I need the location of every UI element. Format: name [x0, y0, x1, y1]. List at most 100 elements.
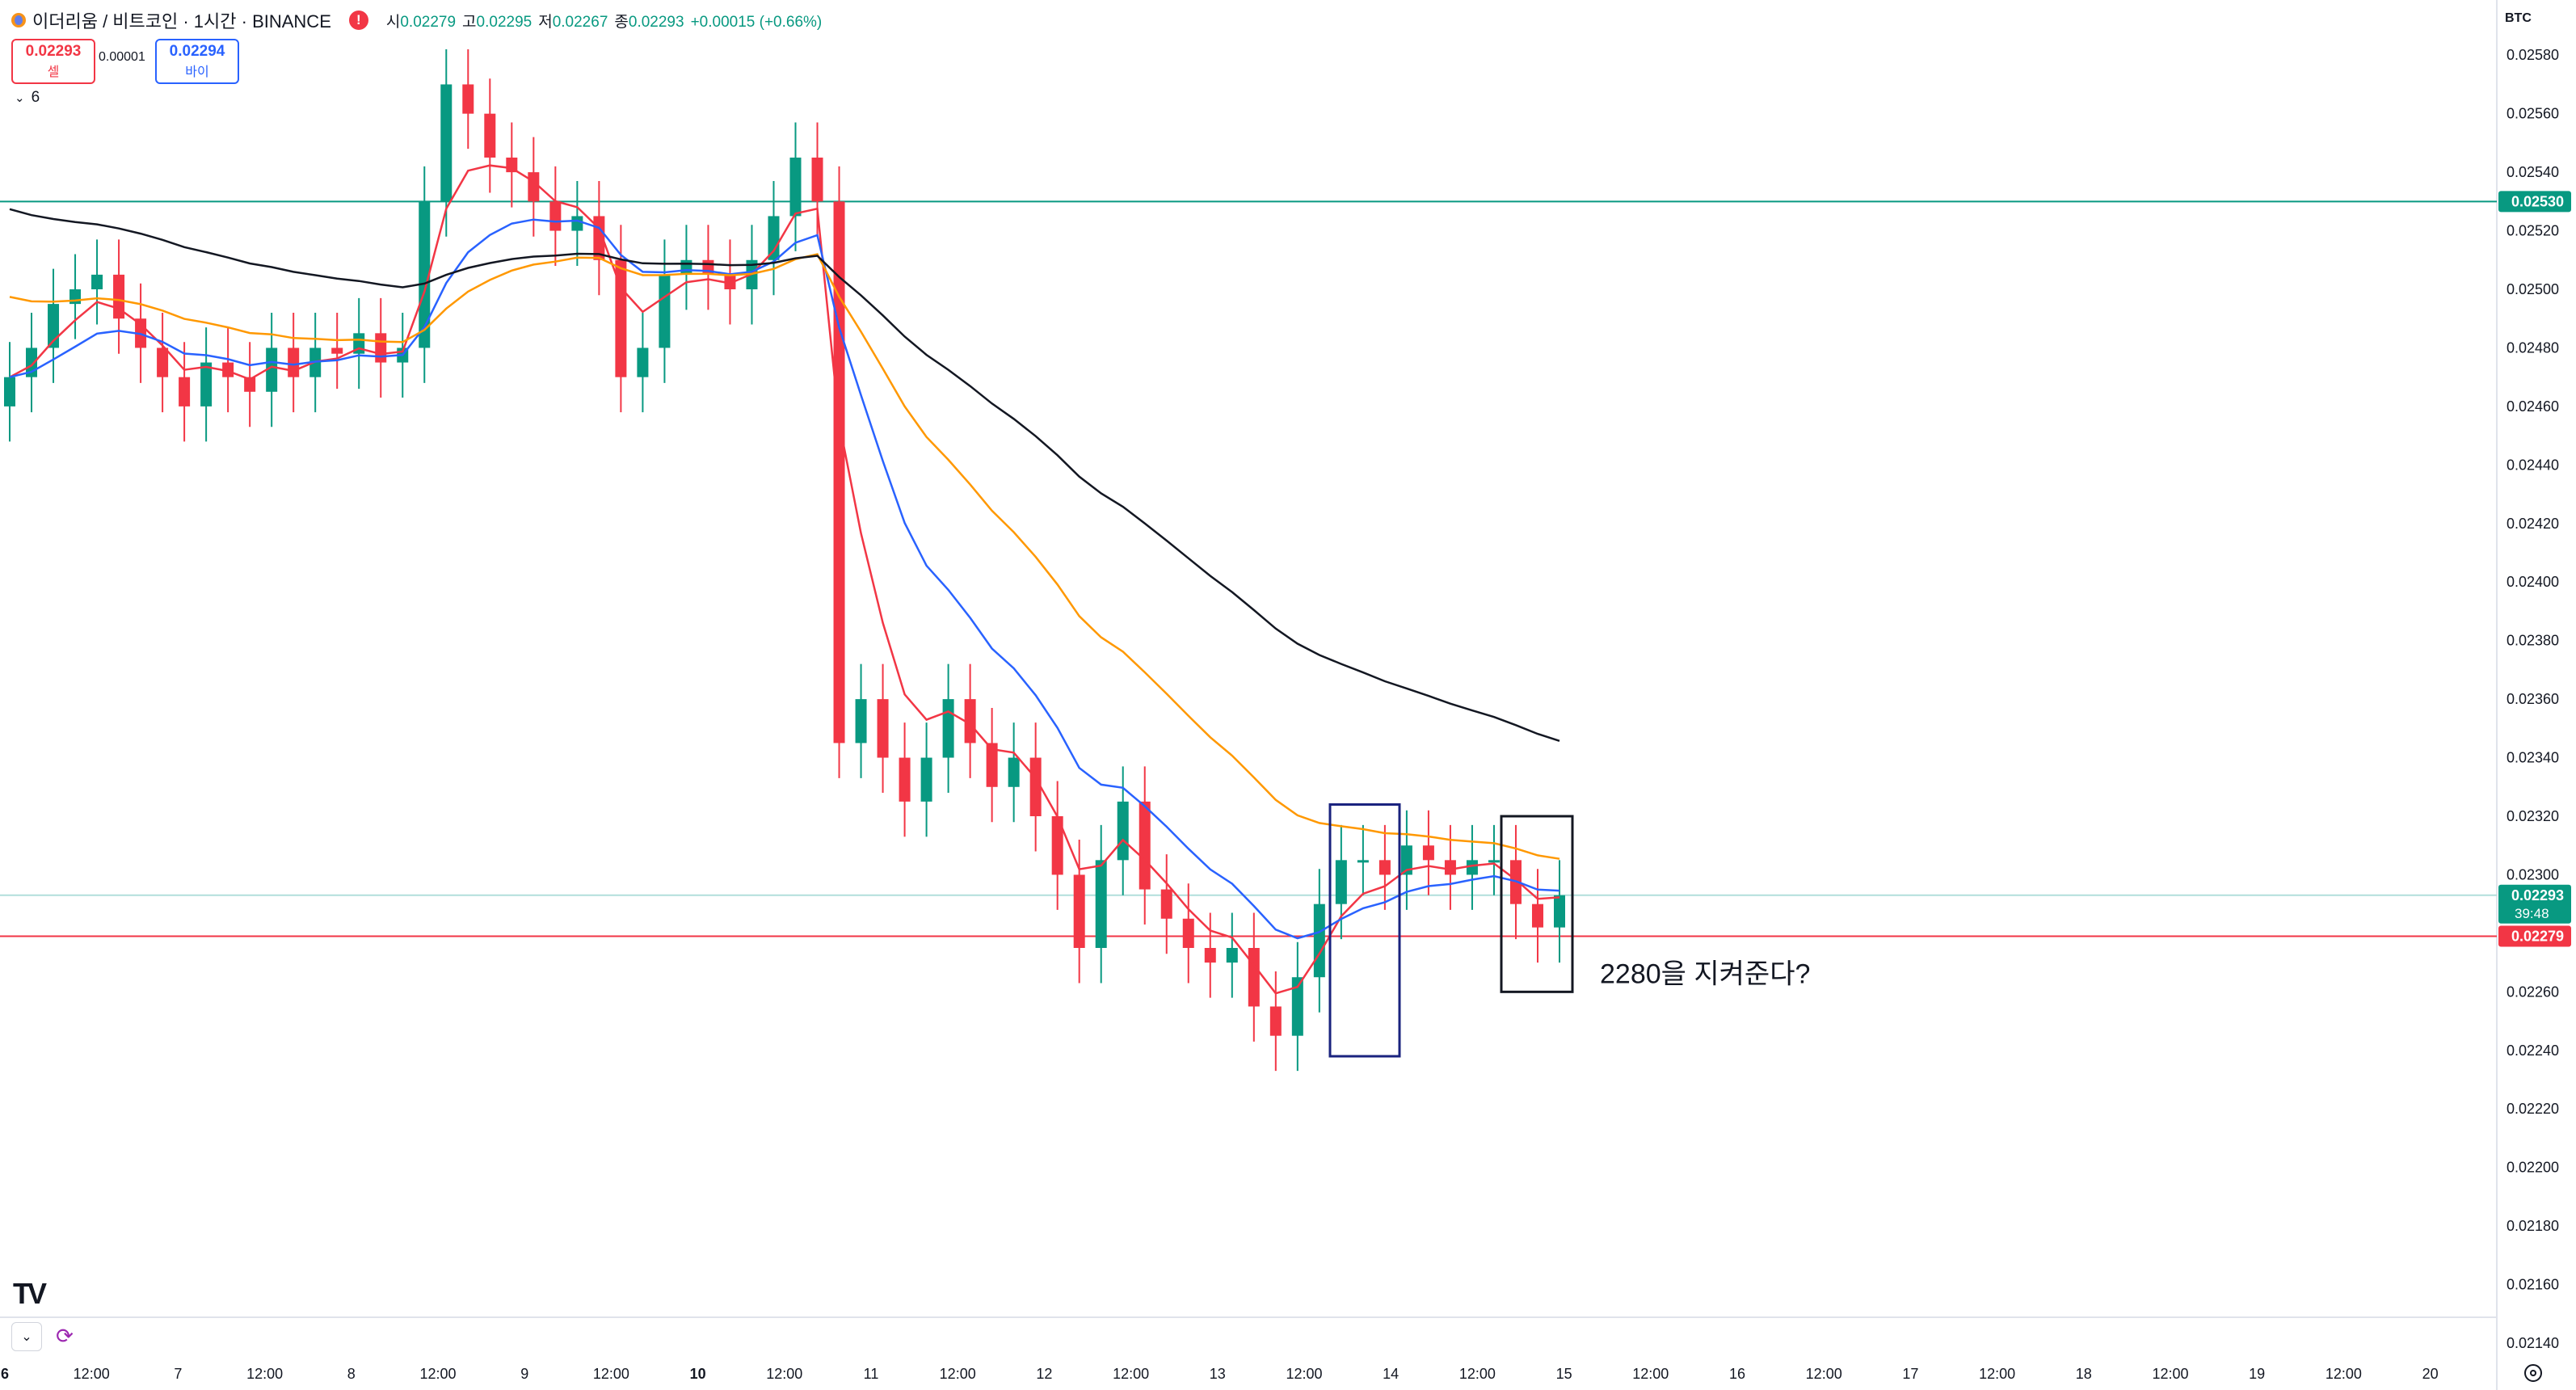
- y-tick-label: 0.02240: [2507, 1042, 2559, 1059]
- candle-body: [615, 259, 627, 377]
- candle-body: [1073, 874, 1085, 948]
- candle-body: [1466, 860, 1478, 875]
- candle-body: [331, 348, 343, 354]
- chevron-down-icon[interactable]: ⌄: [11, 1322, 42, 1351]
- candle-body: [419, 201, 431, 348]
- candle-body: [1051, 816, 1063, 875]
- ohlc-value: 0.02293: [628, 13, 684, 31]
- ohlc-key: 종: [614, 13, 629, 31]
- spread-value: 0.00001: [99, 50, 145, 64]
- x-tick-label: 18: [2076, 1366, 2092, 1382]
- x-tick-label: 12:00: [246, 1366, 283, 1382]
- price-label-value: 0.02293: [2511, 887, 2564, 904]
- candle-body: [855, 699, 867, 743]
- alert-icon[interactable]: !: [348, 11, 368, 30]
- ohlc-value: 0.02267: [552, 13, 608, 31]
- candle-body: [789, 158, 802, 217]
- y-tick-label: 0.02180: [2507, 1218, 2559, 1234]
- x-tick-label: 9: [520, 1366, 528, 1382]
- sync-icon[interactable]: ⟳: [50, 1322, 79, 1350]
- x-tick-label: 12:00: [74, 1366, 110, 1382]
- indicators-count: 6: [31, 89, 40, 106]
- x-tick-label: 20: [2422, 1366, 2439, 1382]
- buy-label: 바이: [185, 65, 209, 79]
- currency-label: BTC: [2505, 11, 2532, 25]
- y-tick-label: 0.02160: [2507, 1277, 2559, 1293]
- candle-body: [179, 377, 191, 406]
- ohlc-values: 시0.02279 고0.02295 저0.02267 종0.02293 +0.00015…: [386, 10, 828, 32]
- x-tick-label: 6: [1, 1366, 9, 1382]
- candle-body: [1531, 904, 1543, 928]
- y-tick-label: 0.02580: [2507, 47, 2559, 63]
- ohlc-value: +0.00015 (+0.66%): [690, 13, 823, 31]
- y-tick-label: 0.02440: [2507, 457, 2559, 473]
- x-tick-label: 12:00: [2326, 1366, 2362, 1382]
- candle-body: [288, 348, 300, 377]
- price-label-value: 0.02530: [2511, 193, 2564, 209]
- ema-orange-line: [9, 253, 1560, 860]
- tradingview-logo: TV: [13, 1277, 47, 1310]
- ohlc-key: 저: [538, 13, 553, 31]
- candle-body: [1226, 948, 1238, 963]
- x-tick-label: 12:00: [940, 1366, 976, 1382]
- candle-body: [1422, 845, 1434, 861]
- x-tick-label: 12:00: [766, 1366, 802, 1382]
- highlight-box-blue: [1328, 803, 1401, 1058]
- candle-body: [811, 158, 823, 202]
- ema-blue-line: [9, 218, 1560, 940]
- candle-body: [1008, 757, 1020, 787]
- chart-header: 이더리움 / 비트코인 · 1시간 · BINANCE ! 시0.02279 고0…: [11, 8, 828, 32]
- price-label-countdown: 39:48: [2515, 906, 2549, 921]
- y-tick-label: 0.02520: [2507, 223, 2559, 239]
- candle-body: [375, 333, 387, 363]
- y-tick-label: 0.02380: [2507, 633, 2559, 649]
- symbol-title[interactable]: 이더리움 / 비트코인 · 1시간 · BINANCE: [32, 11, 331, 32]
- x-tick-label: 12: [1036, 1366, 1052, 1382]
- candle-body: [680, 259, 692, 275]
- candle-body: [266, 348, 278, 392]
- x-tick-label: 11: [864, 1366, 879, 1382]
- candle-body: [157, 348, 169, 377]
- candle-body: [1400, 845, 1412, 875]
- price-label-value: 0.02279: [2511, 929, 2564, 945]
- y-tick-label: 0.02400: [2507, 574, 2559, 590]
- sell-button[interactable]: 0.02293 셀: [11, 39, 95, 84]
- x-tick-label: 12:00: [1806, 1366, 1842, 1382]
- y-tick-label: 0.02260: [2507, 984, 2559, 1000]
- candle-body: [1139, 801, 1151, 890]
- y-tick-label: 0.02560: [2507, 106, 2559, 122]
- candle-body: [1357, 860, 1369, 863]
- candle-body: [1117, 801, 1129, 861]
- y-tick-label: 0.02480: [2507, 339, 2559, 356]
- candle-body: [1378, 860, 1391, 875]
- x-tick-label: 12:00: [1113, 1366, 1149, 1382]
- indicators-toggle[interactable]: ⌄ 6: [15, 89, 40, 107]
- ema-red-line: [9, 164, 1560, 995]
- ohlc-value: 0.02279: [400, 13, 457, 31]
- candle-body: [768, 216, 780, 260]
- y-tick-label: 0.02200: [2507, 1160, 2559, 1176]
- candle-body: [1291, 977, 1303, 1036]
- x-tick-label: 12:00: [419, 1366, 456, 1382]
- x-tick-label: 12:00: [1286, 1366, 1322, 1382]
- x-tick-label: 17: [1902, 1366, 1918, 1382]
- y-tick-label: 0.02500: [2507, 281, 2559, 297]
- candle-body: [877, 699, 889, 758]
- candle-body: [1335, 860, 1347, 904]
- candle-body: [1095, 860, 1107, 948]
- candle-body: [528, 172, 540, 202]
- candle-body: [899, 757, 911, 802]
- y-tick-label: 0.02140: [2507, 1335, 2559, 1351]
- candle-body: [69, 289, 82, 305]
- buy-button[interactable]: 0.02294 바이: [155, 39, 239, 84]
- candle-body: [200, 362, 213, 406]
- y-tick-label: 0.02300: [2507, 866, 2559, 882]
- candle-body: [986, 743, 998, 787]
- gear-icon[interactable]: [2524, 1364, 2542, 1382]
- price-label-bg: [2498, 884, 2571, 924]
- candle-body: [549, 201, 562, 231]
- candle-body: [462, 84, 474, 114]
- candle-body: [637, 348, 649, 377]
- ohlc-key: 시: [385, 13, 401, 31]
